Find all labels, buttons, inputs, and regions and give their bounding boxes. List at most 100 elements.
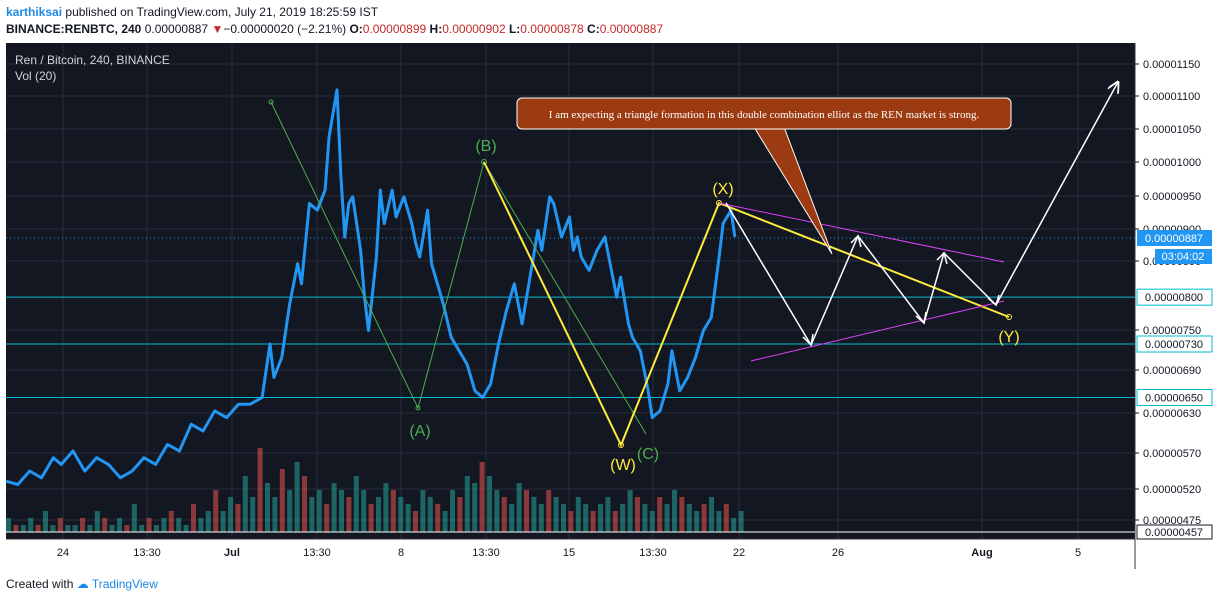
- volume-bar: [205, 511, 211, 532]
- volume-bar: [509, 504, 515, 532]
- volume-bar: [427, 497, 433, 532]
- volume-bar: [553, 497, 559, 532]
- last-price: 0.00000887: [144, 22, 209, 36]
- volume-bar: [87, 525, 93, 532]
- wave-point: [268, 99, 274, 105]
- volume-bar: [265, 483, 270, 532]
- volume-bar: [605, 497, 611, 532]
- price-tick-label: 0.00000630: [1143, 408, 1201, 420]
- volume-bar: [57, 518, 63, 532]
- time-tick-label: Jul: [224, 547, 240, 559]
- time-tick-label: 24: [57, 547, 69, 559]
- volume-bar: [228, 497, 233, 532]
- time-tick-label: 5: [1075, 547, 1081, 559]
- volume-bar: [679, 497, 685, 532]
- volume-bar: [242, 476, 248, 532]
- price-tick-label: 0.00000690: [1143, 365, 1201, 377]
- volume-bar: [583, 504, 589, 532]
- level-tag-text: 0.00000730: [1145, 339, 1203, 351]
- volume-bar: [516, 483, 522, 532]
- time-axis: 24 13:30 Jul 13:30 8 13:30 15 13:30 22 26 Aug 5: [57, 547, 1081, 559]
- volume-bar: [731, 518, 737, 532]
- volume-bar: [390, 490, 396, 532]
- level-tag-box: [1136, 288, 1213, 306]
- arrowhead: [802, 333, 814, 347]
- time-tick-label: 26: [832, 547, 844, 559]
- volume-bar: [6, 518, 11, 532]
- volume-bar: [302, 476, 307, 532]
- volume-bar: [701, 504, 707, 532]
- tradingview-logo-icon: ☁: [76, 577, 89, 591]
- time-tick-label: 13:30: [303, 547, 331, 559]
- time-tick-label: 13:30: [639, 547, 667, 559]
- volume-bar: [124, 525, 130, 532]
- level-tag-text: 0.00000800: [1145, 292, 1203, 304]
- volume-bar: [43, 511, 48, 532]
- chart-svg[interactable]: I am expecting a triangle formation in t…: [6, 43, 1215, 569]
- volume-bar: [420, 490, 426, 532]
- volume-bar: [339, 490, 344, 532]
- last-price-tag-box: [1137, 230, 1212, 246]
- wave-label-c: (C): [637, 446, 659, 463]
- volume-bar: [176, 518, 182, 532]
- volume-bar: [657, 497, 663, 532]
- volume-bar: [331, 483, 337, 532]
- volume-bar: [612, 511, 618, 532]
- volume-bar: [442, 511, 448, 532]
- volume-bar: [191, 504, 196, 532]
- price-tick-label: 0.00001150: [1143, 59, 1200, 71]
- price-tick-label: 0.00001050: [1143, 124, 1201, 136]
- created-with-text: Created with: [6, 577, 74, 591]
- price-tick-label: 0.00000570: [1143, 448, 1201, 460]
- wave-point: [415, 405, 421, 411]
- volume-bar: [568, 511, 574, 532]
- volume-bar: [383, 483, 389, 532]
- wave-label-b: (B): [475, 138, 496, 155]
- volume-bar: [450, 490, 455, 532]
- volume-bar: [287, 490, 293, 532]
- triangle-lines: [718, 202, 1005, 362]
- volume-bar: [72, 525, 78, 532]
- volume-bar: [198, 518, 204, 532]
- volume-bar: [487, 476, 492, 532]
- abc-wave-line: [270, 101, 647, 435]
- arrowhead: [936, 251, 948, 265]
- volume-bar: [102, 518, 108, 532]
- symbol-label: BINANCE:RENBTC, 240: [6, 22, 142, 36]
- countdown-text: 03:04:02: [1162, 251, 1205, 263]
- volume-bar: [664, 504, 670, 532]
- volume-bar: [672, 490, 677, 532]
- low-value: 0.00000878: [520, 22, 584, 36]
- open-label: O:: [349, 22, 363, 36]
- triangle-lower-line: [750, 300, 1005, 362]
- volume-bar: [575, 497, 581, 532]
- chart-frame[interactable]: I am expecting a triangle formation in t…: [6, 43, 1215, 569]
- volume-bar: [309, 497, 315, 532]
- volume-bar: [213, 490, 219, 532]
- support-levels: [6, 296, 1135, 399]
- volume-bar: [346, 497, 352, 532]
- last-price-tag: 0.00000887 03:04:02: [1137, 230, 1212, 264]
- price-tick-label: 0.00000750: [1143, 325, 1201, 337]
- time-tick-label: Aug: [971, 547, 992, 559]
- author-link[interactable]: karthiksai: [6, 5, 63, 19]
- tradingview-link[interactable]: TradingView: [91, 577, 158, 591]
- time-axis-panel: [6, 539, 1135, 569]
- volume-bar: [694, 511, 700, 532]
- callout: I am expecting a triangle formation in t…: [516, 97, 1012, 255]
- volume-bar: [494, 490, 500, 532]
- volume-bar: [94, 511, 100, 532]
- time-tick-label: 13:30: [472, 547, 500, 559]
- volume-bar: [716, 511, 722, 532]
- volume-bar: [398, 497, 404, 532]
- volume-bar: [561, 504, 566, 532]
- volume-bar: [413, 511, 418, 532]
- volume-bar: [235, 504, 241, 532]
- level-tag-box: [1136, 389, 1213, 407]
- wave-point: [716, 200, 722, 206]
- bottom-price-text: 0.00000457: [1145, 527, 1203, 539]
- price-tick-label: 0.00001000: [1143, 157, 1201, 169]
- volume-bar: [686, 504, 692, 532]
- volume-bar: [464, 476, 470, 532]
- volume-bar: [272, 497, 278, 532]
